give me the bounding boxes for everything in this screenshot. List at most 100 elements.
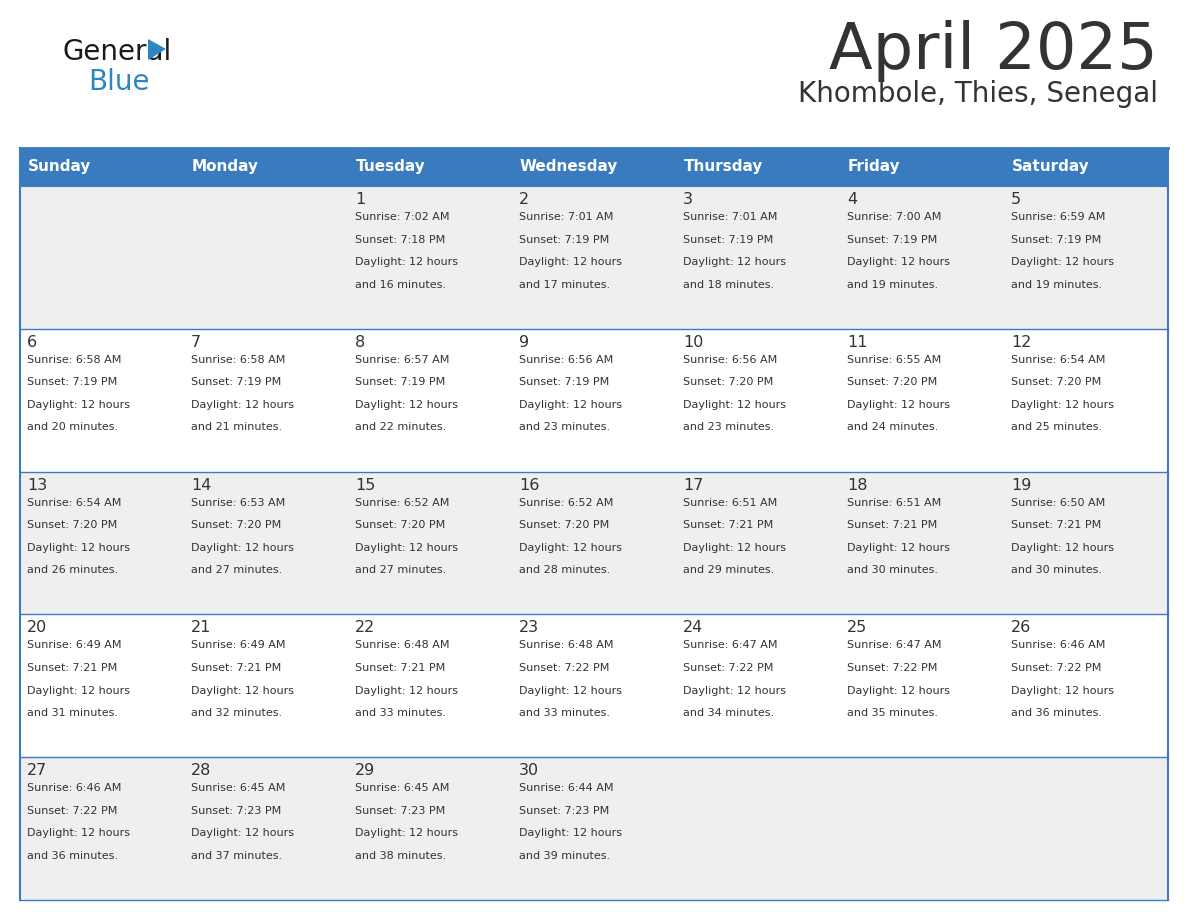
Text: Sunset: 7:22 PM: Sunset: 7:22 PM [1011, 663, 1101, 673]
Text: 10: 10 [683, 335, 703, 350]
Text: and 38 minutes.: and 38 minutes. [355, 851, 447, 861]
Text: Sunset: 7:21 PM: Sunset: 7:21 PM [355, 663, 446, 673]
Text: 9: 9 [519, 335, 529, 350]
Text: Sunrise: 6:52 AM: Sunrise: 6:52 AM [355, 498, 449, 508]
Text: 20: 20 [27, 621, 48, 635]
Text: Sunset: 7:19 PM: Sunset: 7:19 PM [27, 377, 118, 387]
Text: Daylight: 12 hours: Daylight: 12 hours [683, 400, 786, 410]
Text: Sunrise: 6:58 AM: Sunrise: 6:58 AM [191, 354, 285, 364]
Text: Daylight: 12 hours: Daylight: 12 hours [847, 400, 950, 410]
Text: and 28 minutes.: and 28 minutes. [519, 565, 611, 576]
Text: Daylight: 12 hours: Daylight: 12 hours [519, 400, 623, 410]
Text: Daylight: 12 hours: Daylight: 12 hours [683, 257, 786, 267]
Text: and 17 minutes.: and 17 minutes. [519, 280, 611, 290]
Text: 13: 13 [27, 477, 48, 493]
Text: Sunset: 7:19 PM: Sunset: 7:19 PM [519, 235, 609, 244]
Text: 25: 25 [847, 621, 867, 635]
Text: and 23 minutes.: and 23 minutes. [683, 422, 775, 432]
Text: Sunset: 7:21 PM: Sunset: 7:21 PM [27, 663, 118, 673]
Text: Daylight: 12 hours: Daylight: 12 hours [355, 543, 459, 553]
Text: 11: 11 [847, 335, 867, 350]
Text: 6: 6 [27, 335, 37, 350]
Text: 16: 16 [519, 477, 539, 493]
Text: Daylight: 12 hours: Daylight: 12 hours [519, 686, 623, 696]
Text: Sunrise: 6:53 AM: Sunrise: 6:53 AM [191, 498, 285, 508]
Bar [20, 186, 1168, 329]
Text: Sunset: 7:22 PM: Sunset: 7:22 PM [519, 663, 609, 673]
Text: Sunrise: 6:54 AM: Sunrise: 6:54 AM [1011, 354, 1105, 364]
Text: Daylight: 12 hours: Daylight: 12 hours [683, 543, 786, 553]
Text: Daylight: 12 hours: Daylight: 12 hours [355, 686, 459, 696]
Text: Sunset: 7:21 PM: Sunset: 7:21 PM [191, 663, 282, 673]
Text: Sunset: 7:19 PM: Sunset: 7:19 PM [519, 377, 609, 387]
Text: and 20 minutes.: and 20 minutes. [27, 422, 118, 432]
Text: Daylight: 12 hours: Daylight: 12 hours [847, 686, 950, 696]
Text: 4: 4 [847, 192, 857, 207]
Text: Sunset: 7:21 PM: Sunset: 7:21 PM [683, 521, 773, 531]
Text: Sunset: 7:19 PM: Sunset: 7:19 PM [847, 235, 937, 244]
Text: Sunrise: 6:55 AM: Sunrise: 6:55 AM [847, 354, 941, 364]
Text: and 25 minutes.: and 25 minutes. [1011, 422, 1102, 432]
Bar [20, 329, 1168, 472]
Text: 30: 30 [519, 763, 539, 778]
Text: and 23 minutes.: and 23 minutes. [519, 422, 611, 432]
Text: 1: 1 [355, 192, 365, 207]
Text: 14: 14 [191, 477, 211, 493]
Text: Sunset: 7:21 PM: Sunset: 7:21 PM [847, 521, 937, 531]
Text: Daylight: 12 hours: Daylight: 12 hours [191, 828, 293, 838]
Text: 2: 2 [519, 192, 529, 207]
Text: Khombole, Thies, Senegal: Khombole, Thies, Senegal [798, 80, 1158, 108]
Text: and 26 minutes.: and 26 minutes. [27, 565, 118, 576]
Text: and 37 minutes.: and 37 minutes. [191, 851, 282, 861]
Text: 19: 19 [1011, 477, 1031, 493]
Text: Sunday: Sunday [29, 160, 91, 174]
Text: Sunrise: 7:01 AM: Sunrise: 7:01 AM [683, 212, 777, 222]
Text: Sunrise: 6:48 AM: Sunrise: 6:48 AM [519, 641, 613, 650]
Text: Sunrise: 6:59 AM: Sunrise: 6:59 AM [1011, 212, 1105, 222]
Text: and 29 minutes.: and 29 minutes. [683, 565, 775, 576]
Bar [20, 472, 1168, 614]
Text: and 35 minutes.: and 35 minutes. [847, 708, 939, 718]
Text: Sunset: 7:19 PM: Sunset: 7:19 PM [683, 235, 773, 244]
Bar [20, 757, 1168, 900]
Text: Sunrise: 6:45 AM: Sunrise: 6:45 AM [191, 783, 285, 793]
Text: 22: 22 [355, 621, 375, 635]
Text: Daylight: 12 hours: Daylight: 12 hours [519, 828, 623, 838]
Text: Sunset: 7:18 PM: Sunset: 7:18 PM [355, 235, 446, 244]
Text: Sunrise: 6:50 AM: Sunrise: 6:50 AM [1011, 498, 1105, 508]
Text: 3: 3 [683, 192, 693, 207]
Text: Friday: Friday [848, 160, 901, 174]
Text: Daylight: 12 hours: Daylight: 12 hours [1011, 257, 1114, 267]
Polygon shape [148, 39, 166, 60]
Text: Daylight: 12 hours: Daylight: 12 hours [683, 686, 786, 696]
Text: 7: 7 [191, 335, 201, 350]
Text: Monday: Monday [192, 160, 259, 174]
Text: Sunrise: 6:49 AM: Sunrise: 6:49 AM [191, 641, 285, 650]
Bar [20, 148, 1168, 186]
Text: Daylight: 12 hours: Daylight: 12 hours [519, 543, 623, 553]
Text: Daylight: 12 hours: Daylight: 12 hours [1011, 400, 1114, 410]
Text: Sunset: 7:19 PM: Sunset: 7:19 PM [191, 377, 282, 387]
Text: Daylight: 12 hours: Daylight: 12 hours [847, 257, 950, 267]
Text: and 21 minutes.: and 21 minutes. [191, 422, 282, 432]
Text: Sunrise: 6:56 AM: Sunrise: 6:56 AM [683, 354, 777, 364]
Text: Daylight: 12 hours: Daylight: 12 hours [191, 686, 293, 696]
Text: and 31 minutes.: and 31 minutes. [27, 708, 118, 718]
Text: Thursday: Thursday [684, 160, 764, 174]
Text: Sunset: 7:20 PM: Sunset: 7:20 PM [191, 521, 282, 531]
Text: Sunrise: 6:52 AM: Sunrise: 6:52 AM [519, 498, 613, 508]
Text: Sunrise: 6:47 AM: Sunrise: 6:47 AM [847, 641, 942, 650]
Text: Sunset: 7:20 PM: Sunset: 7:20 PM [847, 377, 937, 387]
Text: Sunrise: 6:45 AM: Sunrise: 6:45 AM [355, 783, 449, 793]
Text: and 27 minutes.: and 27 minutes. [191, 565, 283, 576]
Text: Sunset: 7:22 PM: Sunset: 7:22 PM [847, 663, 937, 673]
Text: Sunset: 7:20 PM: Sunset: 7:20 PM [683, 377, 773, 387]
Text: and 32 minutes.: and 32 minutes. [191, 708, 282, 718]
Text: and 19 minutes.: and 19 minutes. [847, 280, 939, 290]
Text: Sunrise: 6:48 AM: Sunrise: 6:48 AM [355, 641, 449, 650]
Text: Daylight: 12 hours: Daylight: 12 hours [1011, 543, 1114, 553]
Text: Sunset: 7:20 PM: Sunset: 7:20 PM [1011, 377, 1101, 387]
Text: 27: 27 [27, 763, 48, 778]
Text: Daylight: 12 hours: Daylight: 12 hours [355, 400, 459, 410]
Text: Sunrise: 6:46 AM: Sunrise: 6:46 AM [27, 783, 121, 793]
